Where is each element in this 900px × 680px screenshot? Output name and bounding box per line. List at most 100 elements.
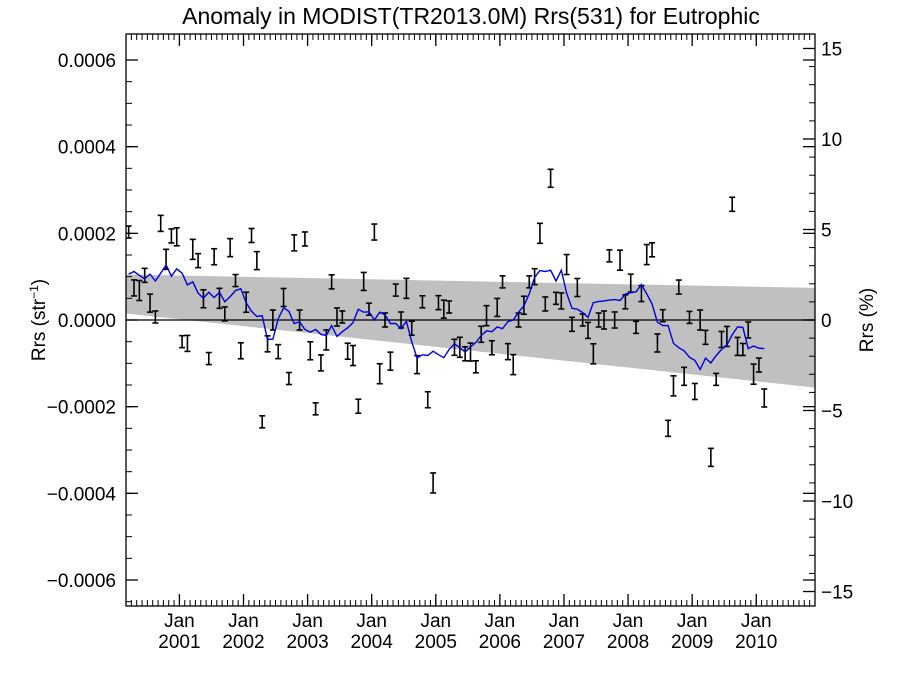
y-axis-label-right: Rrs (%) (857, 288, 878, 352)
anomaly-point (595, 312, 602, 328)
anomaly-point (371, 223, 378, 241)
anomaly-point (376, 362, 383, 385)
anomaly-point (173, 227, 180, 247)
anomaly-point (649, 242, 656, 258)
x-tick-label-year: 2001 (158, 632, 200, 653)
chart-title: Anomaly in MODIST(TR2013.0M) Rrs(531) fo… (182, 3, 760, 29)
x-tick-label-year: 2004 (351, 632, 394, 653)
anomaly-point (189, 238, 196, 261)
anomaly-point (184, 334, 191, 353)
y-tick-label-left: 0.0002 (58, 224, 116, 245)
anomaly-point (691, 382, 698, 401)
y-tick-label-right: −15 (821, 583, 853, 604)
x-tick-label-month: Jan (164, 611, 195, 632)
anomaly-point (761, 388, 768, 408)
anomaly-point (157, 214, 164, 233)
x-tick-label-month: Jan (420, 611, 451, 632)
anomaly-point (301, 231, 308, 247)
anomaly-point (307, 340, 314, 361)
anomaly-point (606, 249, 613, 263)
anomaly-point (424, 390, 431, 409)
anomaly-point (291, 234, 298, 252)
anomaly-point (590, 342, 597, 365)
anomaly-point (547, 168, 554, 189)
anomaly-point (237, 341, 244, 360)
x-tick-label-year: 2008 (607, 632, 649, 653)
anomaly-point (478, 325, 485, 344)
anomaly-point (323, 329, 330, 351)
anomaly-point (168, 228, 175, 244)
anomaly-point (755, 357, 762, 373)
anomaly-point (280, 287, 287, 308)
anomaly-point (387, 351, 394, 371)
x-tick-label-month: Jan (292, 611, 323, 632)
anomaly-point (211, 247, 218, 266)
anomaly-point (355, 398, 362, 415)
anomaly-point (349, 344, 356, 367)
anomaly-point (675, 279, 682, 295)
x-tick-label-month: Jan (549, 611, 580, 632)
anomaly-point (574, 277, 581, 298)
anomaly-point (558, 292, 565, 310)
x-tick-label-month: Jan (741, 611, 772, 632)
anomaly-point (611, 311, 618, 329)
x-tick-label-year: 2003 (286, 632, 328, 653)
anomaly-point (152, 310, 159, 324)
anomaly-point (440, 299, 447, 319)
anomaly-point (403, 277, 410, 300)
anomaly-point (483, 304, 490, 327)
anomaly-point (451, 338, 458, 357)
anomaly-point (472, 359, 479, 374)
anomaly-point (232, 273, 239, 288)
anomaly-point (510, 353, 517, 376)
x-tick-label-year: 2007 (543, 632, 585, 653)
y-axis-label-left: Rrs (str−1) (27, 279, 50, 361)
anomaly-point (536, 222, 543, 245)
anomaly-point (654, 333, 661, 353)
anomaly-point (312, 402, 319, 416)
anomaly-point (488, 339, 495, 356)
anomaly-point (333, 307, 340, 327)
y-tick-label-right: 5 (821, 220, 832, 241)
anomaly-point (601, 310, 608, 330)
y-tick-label-right: 10 (821, 130, 842, 151)
anomaly-point (750, 363, 757, 385)
y-tick-label-right: −5 (821, 402, 843, 423)
anomaly-point (739, 342, 746, 357)
anomaly-point (344, 342, 351, 361)
x-tick-label-month: Jan (677, 611, 708, 632)
anomaly-point (734, 336, 741, 357)
trend-band-layer (126, 274, 815, 388)
y-tick-label-left: −0.0004 (47, 484, 117, 505)
anomaly-point (686, 310, 693, 325)
y-tick-label-left: 0.0000 (58, 311, 116, 332)
anomaly-point (729, 196, 736, 213)
anomaly-point (125, 225, 132, 239)
anomaly-point (360, 271, 367, 292)
anomaly-point (462, 345, 469, 362)
anomaly-point (446, 300, 453, 314)
x-tick-label-year: 2010 (735, 632, 777, 653)
anomaly-point (633, 320, 640, 335)
anomaly-point (643, 243, 650, 266)
axes-layer: 0.0006 0.0004 0.0002 0.0000 −0.0002 −0.0004 −0… (47, 33, 853, 653)
anomaly-point (339, 310, 346, 324)
anomaly-point (670, 375, 677, 397)
x-tick-label-month: Jan (613, 611, 644, 632)
y-tick-label-left: 0.0006 (58, 51, 116, 72)
smoothed-anomaly-line (128, 263, 765, 371)
anomaly-point (504, 342, 511, 361)
anomaly-point (205, 351, 212, 366)
x-tick-label-year: 2009 (671, 632, 713, 653)
smoothed-line-layer (128, 263, 765, 371)
anomaly-point (248, 227, 255, 244)
x-tick-label-year: 2006 (479, 632, 521, 653)
anomaly-point (227, 237, 234, 258)
anomaly-point (392, 283, 399, 297)
anomaly-point (285, 371, 292, 386)
anomaly-point (681, 366, 688, 387)
anomaly-point (141, 267, 148, 284)
anomaly-point (697, 309, 704, 331)
anomaly-point (665, 419, 672, 438)
